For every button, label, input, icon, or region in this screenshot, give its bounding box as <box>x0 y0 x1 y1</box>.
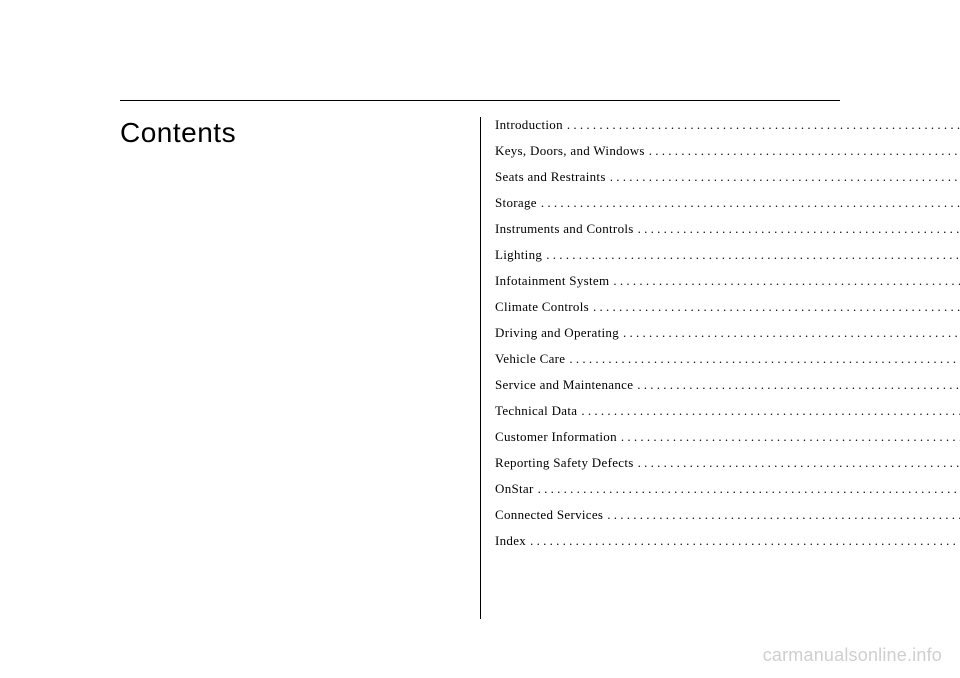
toc-entry: Lighting 125 <box>495 247 960 263</box>
toc-entry: Storage 82 <box>495 195 960 211</box>
toc-entry: Keys, Doors, and Windows 7 <box>495 143 960 159</box>
toc-title: Driving and Operating <box>495 325 619 341</box>
toc-entry: Reporting Safety Defects 331 <box>495 455 960 471</box>
toc-entry: Infotainment System 133 <box>495 273 960 289</box>
toc-title: Instruments and Controls <box>495 221 634 237</box>
toc-dots <box>567 117 960 133</box>
toc-entry: Climate Controls 134 <box>495 299 960 315</box>
toc-dots <box>621 429 960 445</box>
page-frame: Contents Introduction 2 Keys, Doors, and… <box>120 100 840 658</box>
toc-dots <box>623 325 960 341</box>
contents-heading: Contents <box>120 117 480 149</box>
toc-title: Customer Information <box>495 429 617 445</box>
toc-entry: OnStar 335 <box>495 481 960 497</box>
toc-title: Service and Maintenance <box>495 377 633 393</box>
toc-entry: Introduction 2 <box>495 117 960 133</box>
toc-entry: Driving and Operating 141 <box>495 325 960 341</box>
toc-dots <box>546 247 960 263</box>
toc-dots <box>638 221 960 237</box>
toc-entry: Instruments and Controls 85 <box>495 221 960 237</box>
toc-entry: Index 344 <box>495 533 960 549</box>
right-column: Introduction 2 Keys, Doors, and Windows … <box>480 117 960 619</box>
toc-dots <box>569 351 960 367</box>
toc-dots <box>607 507 960 523</box>
toc-dots <box>541 195 960 211</box>
toc-title: Infotainment System <box>495 273 609 289</box>
toc-entry: Service and Maintenance 302 <box>495 377 960 393</box>
toc-title: Technical Data <box>495 403 577 419</box>
toc-title: Lighting <box>495 247 542 263</box>
toc-title: Reporting Safety Defects <box>495 455 634 471</box>
toc-dots <box>538 481 960 497</box>
toc-dots <box>581 403 960 419</box>
toc-dots <box>593 299 960 315</box>
toc-entry: Technical Data 317 <box>495 403 960 419</box>
toc-dots <box>610 169 960 185</box>
toc-dots <box>638 455 960 471</box>
toc-dots <box>637 377 960 393</box>
toc-title: OnStar <box>495 481 534 497</box>
left-column: Contents <box>120 117 480 619</box>
columns: Contents Introduction 2 Keys, Doors, and… <box>120 117 840 619</box>
toc-title: Seats and Restraints <box>495 169 606 185</box>
toc-entry: Seats and Restraints 33 <box>495 169 960 185</box>
toc-entry: Connected Services 341 <box>495 507 960 523</box>
toc-title: Vehicle Care <box>495 351 565 367</box>
toc-dots <box>649 143 960 159</box>
toc-title: Climate Controls <box>495 299 589 315</box>
toc-entry: Vehicle Care 233 <box>495 351 960 367</box>
toc-dots <box>530 533 960 549</box>
toc-title: Connected Services <box>495 507 603 523</box>
watermark-text: carmanualsonline.info <box>763 645 942 666</box>
toc-entry: Customer Information 321 <box>495 429 960 445</box>
toc-title: Index <box>495 533 526 549</box>
toc-title: Storage <box>495 195 537 211</box>
toc-dots <box>613 273 960 289</box>
toc-title: Keys, Doors, and Windows <box>495 143 645 159</box>
top-rule <box>120 100 840 101</box>
toc-title: Introduction <box>495 117 563 133</box>
